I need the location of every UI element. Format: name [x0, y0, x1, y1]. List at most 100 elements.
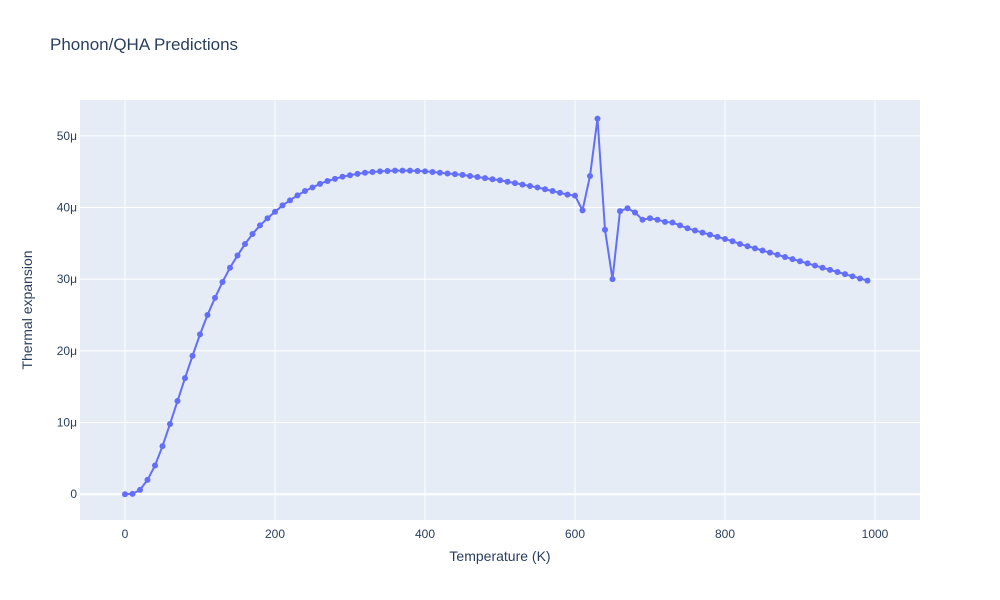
data-point[interactable]: [519, 181, 526, 188]
data-point[interactable]: [444, 170, 451, 177]
data-point[interactable]: [384, 167, 391, 174]
data-point[interactable]: [534, 184, 541, 191]
data-point[interactable]: [347, 172, 353, 179]
data-point[interactable]: [669, 219, 676, 226]
data-point[interactable]: [242, 241, 248, 248]
data-point[interactable]: [797, 258, 803, 265]
data-point[interactable]: [309, 184, 316, 191]
data-point[interactable]: [332, 175, 338, 182]
data-point[interactable]: [122, 491, 128, 498]
data-point[interactable]: [144, 476, 151, 483]
data-point[interactable]: [864, 277, 871, 284]
data-point[interactable]: [722, 236, 728, 243]
data-point[interactable]: [159, 443, 166, 450]
data-point[interactable]: [587, 172, 593, 179]
data-point[interactable]: [684, 225, 691, 232]
data-point[interactable]: [129, 490, 136, 497]
data-point[interactable]: [219, 279, 226, 286]
data-point[interactable]: [542, 186, 548, 193]
data-point[interactable]: [857, 275, 863, 282]
data-point[interactable]: [564, 191, 571, 198]
data-point[interactable]: [204, 312, 211, 319]
data-point[interactable]: [182, 375, 188, 382]
data-point[interactable]: [654, 216, 661, 223]
data-point[interactable]: [707, 231, 713, 238]
data-point[interactable]: [174, 398, 181, 405]
data-point[interactable]: [317, 180, 323, 187]
data-point[interactable]: [429, 169, 436, 176]
data-point[interactable]: [527, 183, 533, 190]
data-point[interactable]: [489, 176, 496, 183]
data-point[interactable]: [609, 276, 616, 283]
data-point[interactable]: [692, 227, 698, 234]
data-point[interactable]: [834, 269, 841, 276]
data-point[interactable]: [602, 226, 608, 233]
data-point[interactable]: [354, 170, 361, 177]
data-point[interactable]: [459, 171, 466, 178]
data-point[interactable]: [849, 273, 856, 280]
data-point[interactable]: [392, 167, 398, 174]
data-point[interactable]: [557, 189, 563, 196]
data-point[interactable]: [189, 352, 196, 359]
data-point[interactable]: [714, 233, 721, 240]
data-point[interactable]: [437, 169, 443, 176]
data-point[interactable]: [474, 174, 481, 181]
data-point[interactable]: [377, 168, 383, 175]
data-point[interactable]: [789, 256, 796, 263]
data-point[interactable]: [287, 197, 293, 204]
data-point[interactable]: [399, 167, 406, 174]
data-point[interactable]: [234, 252, 241, 259]
data-point[interactable]: [362, 169, 368, 176]
data-point[interactable]: [737, 241, 743, 248]
data-point[interactable]: [842, 271, 848, 278]
data-point[interactable]: [482, 175, 488, 182]
data-point[interactable]: [579, 207, 586, 214]
data-point[interactable]: [759, 247, 766, 254]
data-point[interactable]: [407, 167, 413, 174]
data-point[interactable]: [782, 253, 788, 260]
data-point[interactable]: [264, 215, 271, 222]
data-point[interactable]: [677, 222, 683, 229]
data-point[interactable]: [249, 231, 256, 238]
data-point[interactable]: [452, 171, 458, 178]
data-point[interactable]: [272, 208, 278, 215]
data-point[interactable]: [212, 294, 218, 301]
data-point[interactable]: [752, 245, 758, 252]
data-point[interactable]: [294, 192, 301, 199]
data-point[interactable]: [767, 249, 773, 256]
data-point[interactable]: [324, 177, 331, 184]
data-point[interactable]: [804, 260, 811, 267]
data-point[interactable]: [257, 222, 263, 229]
data-point[interactable]: [812, 262, 818, 269]
data-point[interactable]: [624, 205, 631, 212]
data-point[interactable]: [512, 180, 518, 187]
data-point[interactable]: [549, 188, 556, 195]
data-point[interactable]: [639, 216, 646, 223]
data-point[interactable]: [662, 218, 668, 225]
data-point[interactable]: [774, 251, 781, 258]
data-point[interactable]: [167, 420, 173, 427]
data-point[interactable]: [632, 209, 638, 216]
data-point[interactable]: [339, 173, 346, 180]
data-point[interactable]: [302, 188, 308, 195]
data-point[interactable]: [152, 462, 158, 469]
data-point[interactable]: [497, 177, 503, 184]
data-point[interactable]: [369, 169, 376, 176]
data-point[interactable]: [504, 178, 511, 185]
data-point[interactable]: [819, 264, 826, 271]
data-point[interactable]: [617, 208, 623, 215]
data-point[interactable]: [647, 215, 653, 222]
data-point[interactable]: [227, 264, 233, 271]
data-point[interactable]: [827, 266, 833, 273]
data-point[interactable]: [414, 167, 421, 174]
data-point[interactable]: [572, 192, 578, 199]
data-point[interactable]: [137, 486, 143, 493]
data-point[interactable]: [699, 229, 706, 236]
data-point[interactable]: [467, 172, 473, 179]
data-point[interactable]: [422, 168, 428, 175]
data-point[interactable]: [197, 331, 203, 338]
data-point[interactable]: [594, 115, 601, 122]
data-point[interactable]: [279, 202, 286, 209]
data-point[interactable]: [744, 243, 751, 250]
data-point[interactable]: [729, 238, 736, 245]
